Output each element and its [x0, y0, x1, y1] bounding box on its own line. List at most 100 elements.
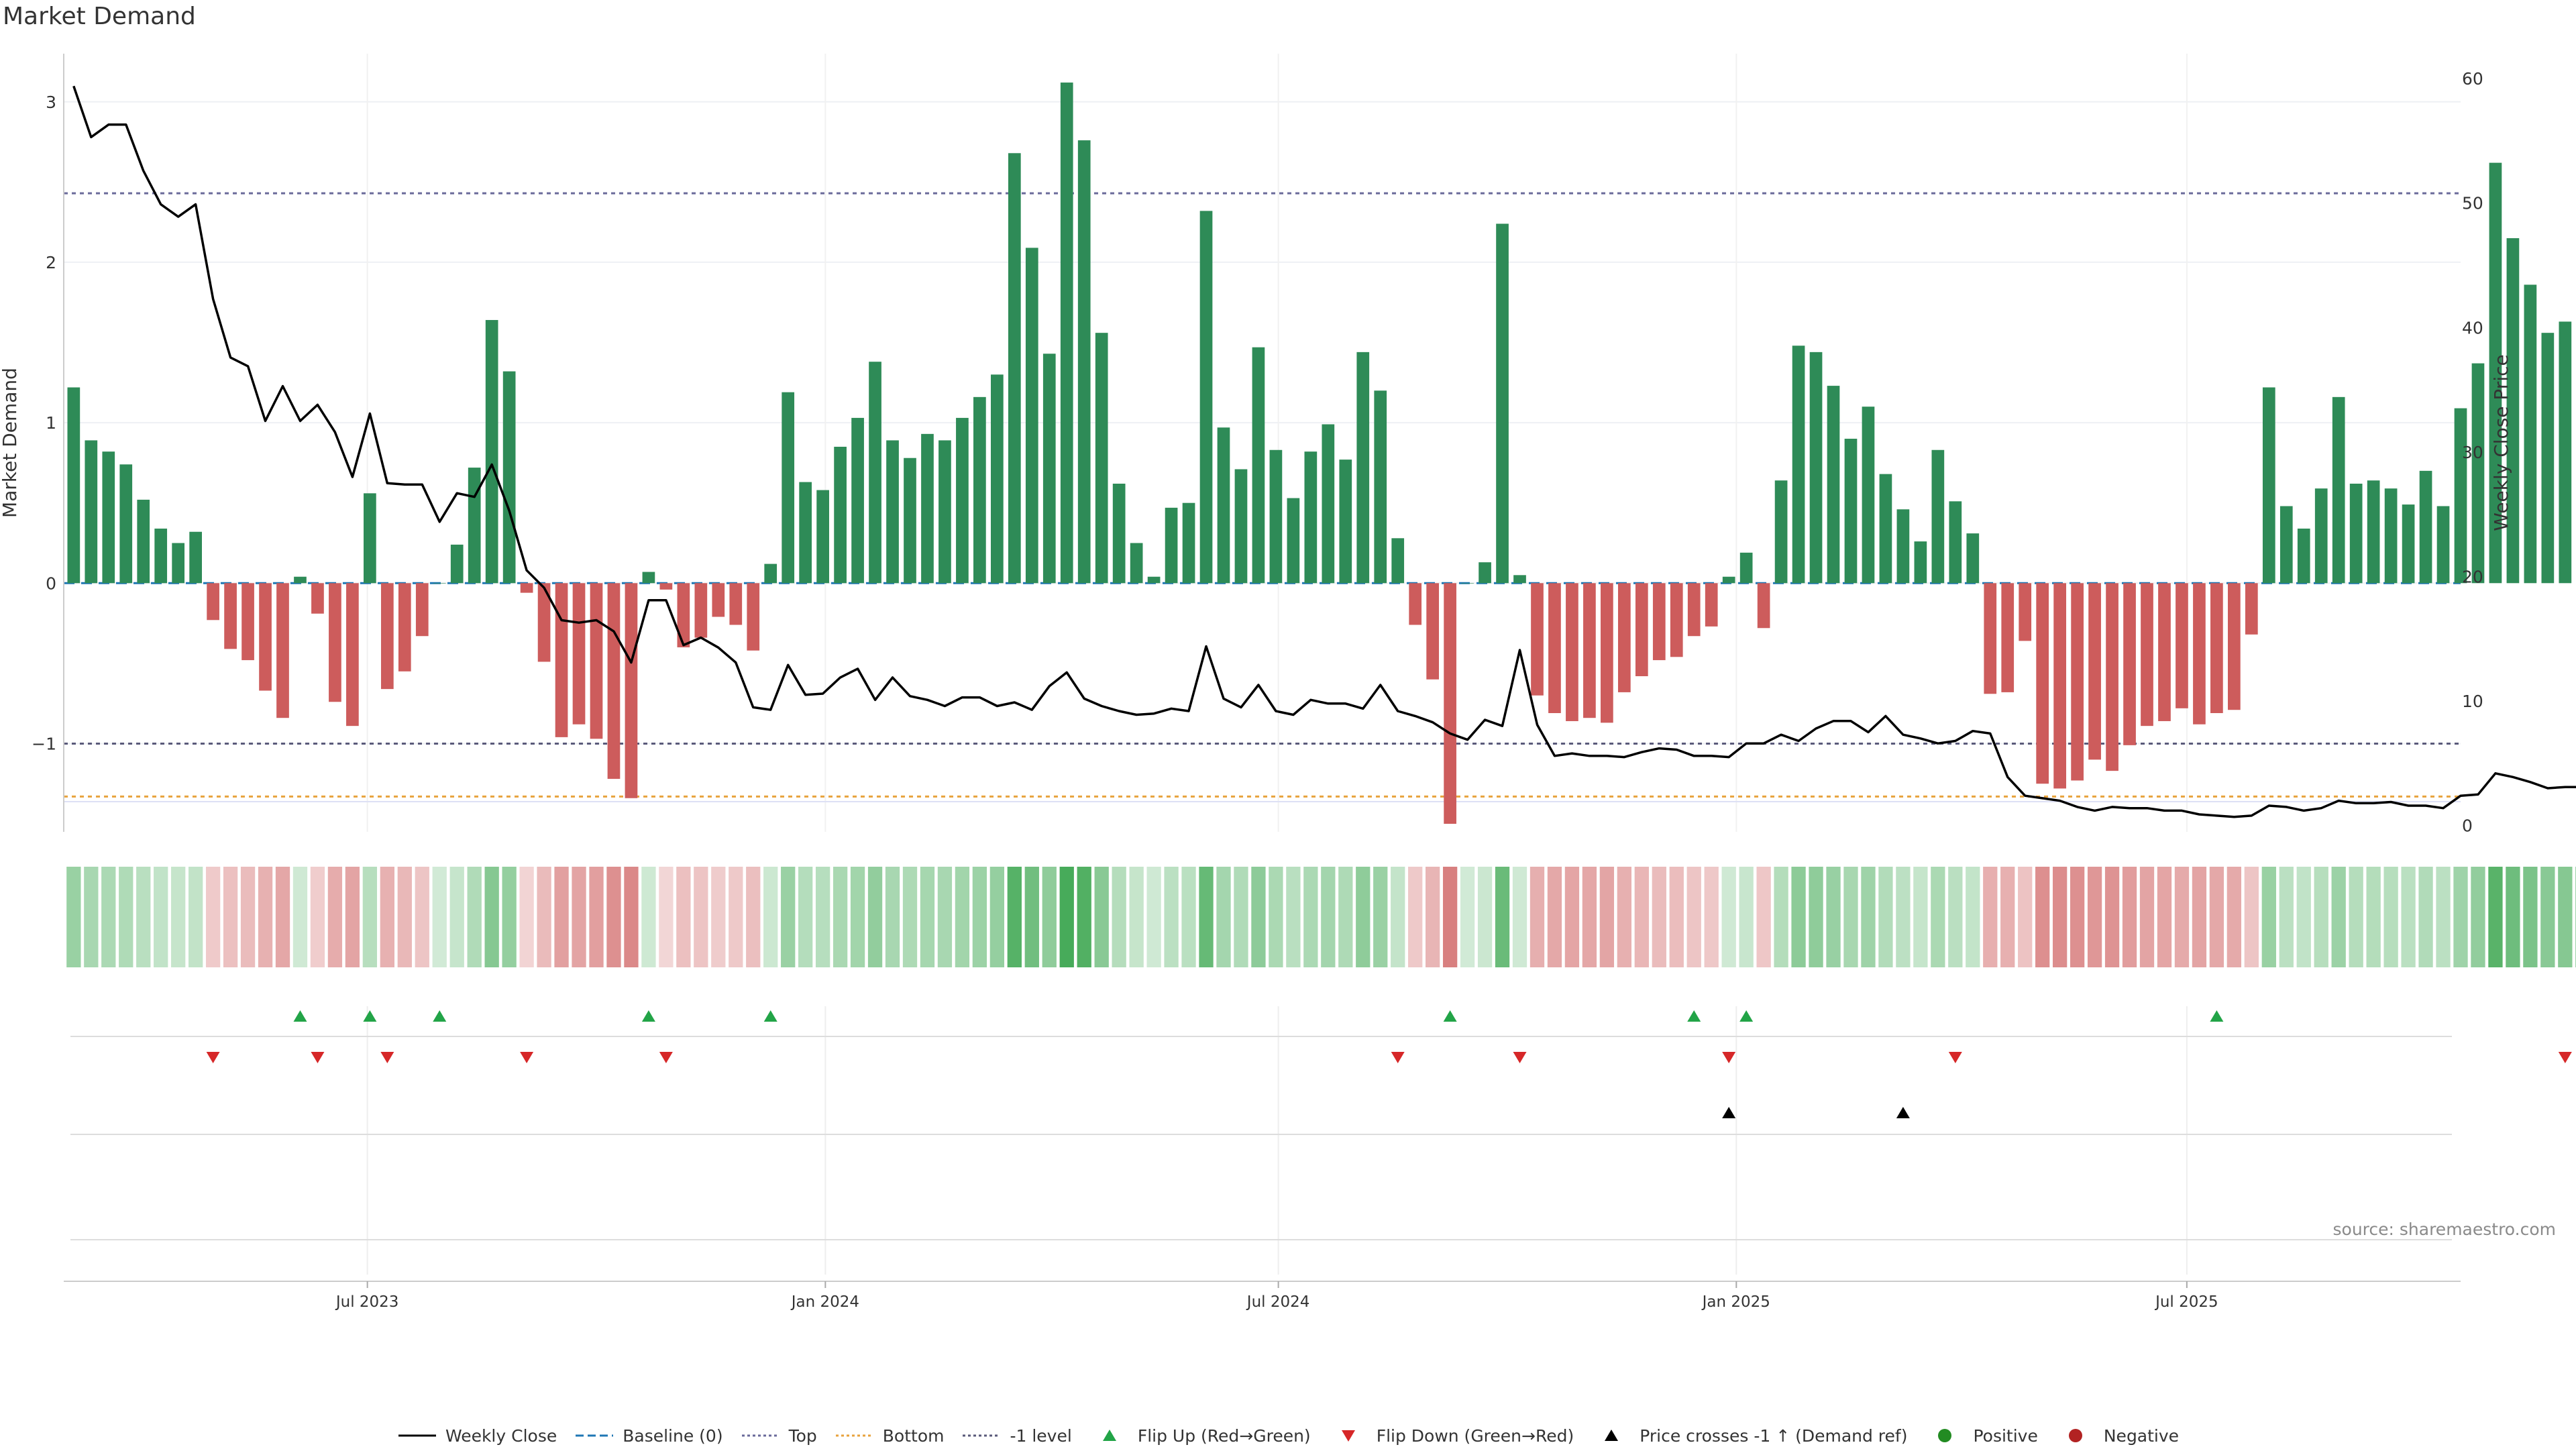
- x-tick-label: Jan 2025: [1701, 1293, 1770, 1311]
- heat-cell: [606, 867, 621, 967]
- flip-up-marker: [763, 1010, 777, 1022]
- demand-bar: [694, 583, 708, 638]
- heat-cell: [1460, 867, 1475, 967]
- legend-label: Weekly Close: [445, 1426, 557, 1446]
- heat-cell: [2314, 867, 2328, 967]
- demand-bar: [1896, 509, 1910, 584]
- heat-cell: [2453, 867, 2468, 967]
- legend-symbol-icon: [397, 1428, 437, 1444]
- heat-cell: [867, 867, 883, 967]
- demand-bar: [1304, 451, 1318, 584]
- heat-cell: [362, 867, 378, 967]
- legend-symbol-icon: [961, 1428, 1002, 1444]
- y-tick-label: −1: [32, 734, 56, 753]
- heat-cell: [2471, 867, 2485, 967]
- demand-bar: [2210, 583, 2223, 714]
- demand-bar: [294, 576, 307, 584]
- heat-cell: [2244, 867, 2259, 967]
- heat-strip-layer: [66, 867, 2576, 967]
- demand-bar: [2419, 470, 2432, 584]
- heat-cell: [1721, 867, 1736, 967]
- heat-cell: [2018, 867, 2033, 967]
- demand-bar: [2489, 162, 2502, 584]
- demand-bar: [102, 451, 115, 584]
- legend-symbol-icon: [574, 1428, 614, 1444]
- demand-bar: [2176, 583, 2188, 708]
- heat-cell: [2523, 867, 2538, 967]
- demand-bar: [2524, 284, 2537, 584]
- heat-cell: [1966, 867, 1980, 967]
- heat-cell: [2279, 867, 2294, 967]
- demand-bar: [259, 583, 272, 691]
- legend-item: Positive: [1925, 1426, 2038, 1446]
- demand-bar: [2088, 583, 2101, 760]
- flip-up-marker: [293, 1010, 307, 1022]
- demand-bar: [747, 583, 760, 651]
- demand-bar: [1060, 83, 1073, 584]
- heat-cell: [2296, 867, 2311, 967]
- demand-bar: [2332, 396, 2345, 584]
- chart-title: Market Demand: [3, 3, 196, 30]
- flip-down-marker: [659, 1052, 673, 1063]
- demand-bar: [1931, 449, 1945, 584]
- demand-bar: [329, 583, 341, 702]
- heat-cell: [572, 867, 586, 967]
- demand-bar: [468, 468, 481, 584]
- demand-bar: [1199, 211, 1213, 584]
- legend-item: Baseline (0): [574, 1426, 723, 1446]
- heat-cell: [502, 867, 517, 967]
- demand-bar: [346, 583, 359, 727]
- demand-bar: [607, 583, 621, 780]
- demand-bar: [729, 583, 743, 625]
- legend-item: Price crosses -1 ↑ (Demand ref): [1591, 1426, 1907, 1446]
- heat-cell: [380, 867, 394, 967]
- heat-cell: [729, 867, 743, 967]
- heat-cell: [1983, 867, 1998, 967]
- demand-bar: [1426, 583, 1440, 680]
- heat-cell: [1826, 867, 1841, 967]
- demand-bar: [2228, 583, 2241, 710]
- demand-bar: [67, 387, 80, 584]
- heat-cell: [2261, 867, 2276, 967]
- demand-bar: [1879, 474, 1892, 584]
- legend-label: Flip Up (Red→Green): [1137, 1426, 1311, 1446]
- heat-cell: [1843, 867, 1858, 967]
- heat-cell: [2192, 867, 2207, 967]
- heat-cell: [2104, 867, 2120, 967]
- heat-cell: [1164, 867, 1179, 967]
- demand-bar: [2471, 363, 2485, 584]
- heat-cell: [972, 867, 987, 967]
- demand-bar: [485, 320, 498, 584]
- flip-up-marker: [1687, 1010, 1701, 1022]
- heat-cell: [2087, 867, 2102, 967]
- heat-cell: [275, 867, 290, 967]
- heat-cell: [920, 867, 935, 967]
- demand-bar: [973, 396, 986, 584]
- demand-bar: [311, 583, 324, 614]
- demand-bar: [2384, 488, 2398, 584]
- legend-label: Baseline (0): [623, 1426, 723, 1446]
- demand-bar: [1444, 583, 1456, 824]
- demand-bar: [520, 583, 533, 593]
- demand-bar: [2262, 387, 2275, 584]
- demand-bar: [1966, 533, 1980, 584]
- heat-cell: [2209, 867, 2224, 967]
- demand-bar: [921, 433, 934, 584]
- heat-cell: [1582, 867, 1597, 967]
- demand-bar: [2036, 583, 2049, 784]
- x-tick-label: Jul 2025: [2154, 1293, 2218, 1311]
- heat-cell: [1199, 867, 1214, 967]
- heat-cell: [1442, 867, 1458, 967]
- heat-cell: [763, 867, 778, 967]
- demand-bar: [1182, 502, 1195, 584]
- heat-cell: [1373, 867, 1388, 967]
- heat-cell: [1564, 867, 1580, 967]
- demand-bar: [991, 374, 1004, 584]
- y2-tick-label: 30: [2462, 443, 2483, 462]
- heat-cell: [240, 867, 256, 967]
- heat-cell: [676, 867, 691, 967]
- demand-bar: [189, 531, 202, 584]
- y-axis-label: Market Demand: [0, 368, 21, 518]
- heat-cell: [2436, 867, 2451, 967]
- demand-bar: [1025, 248, 1038, 584]
